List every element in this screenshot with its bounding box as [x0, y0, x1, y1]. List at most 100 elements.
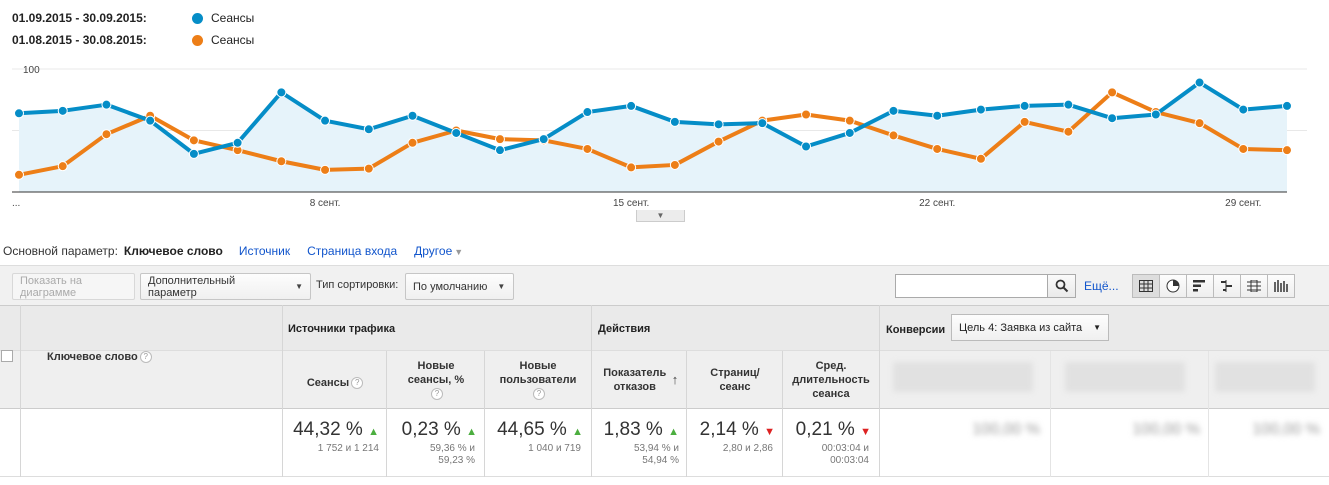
value-text: 44,32 %: [293, 419, 363, 440]
data-point: [888, 130, 899, 141]
x-tick-label: 29 сент.: [1225, 198, 1261, 209]
help-icon[interactable]: ?: [431, 388, 443, 401]
primary-dimension-other-dropdown[interactable]: Другое ▼: [414, 244, 463, 258]
help-icon[interactable]: ?: [139, 351, 152, 364]
search-button[interactable]: [1047, 274, 1076, 298]
legend-series-name[interactable]: Сеансы: [211, 33, 255, 47]
new-users-compare: 1 040 и 719: [528, 443, 581, 454]
select-all-checkbox[interactable]: [1, 350, 13, 362]
column-header-label: Сред. длительность сеанса: [792, 360, 870, 400]
value-text: 2,14 %: [699, 419, 759, 440]
legend-row-previous: 01.08.2015 - 30.08.2015: Сеансы: [12, 32, 254, 48]
sort-type-label: Тип сортировки:: [316, 279, 399, 291]
view-switcher: [1132, 274, 1295, 298]
conversions-group-title: Конверсии: [886, 324, 946, 336]
data-point: [1107, 87, 1118, 98]
legend-series-name[interactable]: Сеансы: [211, 11, 255, 25]
column-header-new-sessions[interactable]: Новые сеансы, %?: [387, 359, 485, 401]
series-area-fill: [19, 82, 1287, 192]
table-search-input[interactable]: [895, 274, 1048, 298]
column-header-bounce-rate[interactable]: Показатель отказов ↑: [593, 366, 687, 394]
primary-dimension-bar: Основной параметр: Ключевое слово Источн…: [3, 244, 463, 258]
blurred-conversion-value: 100,00 %: [1252, 421, 1320, 438]
x-tick-label: 15 сент.: [613, 198, 649, 209]
y-tick-label: 100: [23, 65, 40, 76]
new-sessions-change-value: 0,23 % ▲: [387, 419, 477, 441]
value-text: 0,23 %: [401, 419, 461, 440]
arrow-up-icon: ▲: [572, 426, 583, 438]
sort-arrow-up-icon: ↑: [671, 372, 679, 387]
keyword-header-label: Ключевое слово: [47, 351, 138, 363]
col-divider: [1208, 351, 1209, 477]
bounce-rate-compare-2: 54,94 %: [642, 455, 679, 466]
data-point: [14, 108, 24, 119]
arrow-down-icon: ▼: [860, 426, 871, 438]
actions-group-title: Действия: [598, 323, 651, 335]
primary-dimension-source-link[interactable]: Источник: [238, 244, 291, 258]
chart-collapse-toggle[interactable]: ▼: [636, 210, 685, 222]
legend-row-current: 01.09.2015 - 30.09.2015: Сеансы: [12, 10, 254, 26]
view-term-cloud-button[interactable]: [1267, 274, 1295, 298]
term-cloud-icon: [1274, 280, 1288, 292]
sort-type-dropdown[interactable]: По умолчанию ▼: [405, 273, 514, 300]
help-icon[interactable]: ?: [351, 377, 364, 390]
data-point: [713, 119, 724, 130]
plot-rows-button[interactable]: Показать на диаграмме: [12, 273, 135, 300]
legend-dot: [192, 34, 203, 46]
view-pivot-button[interactable]: [1240, 274, 1268, 298]
data-point: [538, 134, 549, 145]
arrow-up-icon: ▲: [368, 426, 379, 438]
value-text: 1,83 %: [603, 419, 663, 440]
data-point: [1019, 100, 1030, 111]
x-tick-label: 22 сент.: [919, 198, 955, 209]
col-divider: [686, 351, 687, 477]
advanced-filter-link[interactable]: Ещё...: [1084, 279, 1119, 293]
goal-selector-dropdown[interactable]: Цель 4: Заявка из сайта ▼: [951, 314, 1109, 341]
view-pie-button[interactable]: [1159, 274, 1187, 298]
view-table-button[interactable]: [1132, 274, 1160, 298]
column-header-label: Сеансы: [306, 377, 350, 389]
data-point: [101, 99, 112, 110]
column-header-sessions[interactable]: Сеансы?: [283, 376, 387, 390]
avg-duration-compare: 00:03:04 и: [821, 443, 869, 454]
sessions-line-chart[interactable]: 10050...8 сент.15 сент.22 сент.29 сент.: [0, 55, 1329, 210]
view-performance-button[interactable]: [1186, 274, 1214, 298]
column-header-new-users[interactable]: Новые пользователи?: [485, 359, 591, 401]
data-point: [975, 153, 986, 164]
data-point: [1238, 143, 1249, 154]
column-header-label: Показатель отказов: [603, 367, 667, 393]
view-comparison-button[interactable]: [1213, 274, 1241, 298]
bar-chart-icon: [1193, 280, 1205, 292]
data-point: [494, 134, 505, 145]
column-header-pages-per-session[interactable]: Страниц/ сеанс: [687, 366, 783, 394]
keyword-column-header[interactable]: Ключевое слово?: [47, 350, 177, 364]
primary-dimension-landing-page-link[interactable]: Страница входа: [307, 244, 398, 258]
data-point: [1107, 113, 1118, 124]
series-line: [18, 80, 1288, 156]
chevron-down-icon: ▼: [295, 282, 303, 291]
data-point: [1150, 109, 1161, 120]
data-point: [888, 105, 899, 116]
data-point: [451, 127, 462, 138]
data-point: [1063, 99, 1074, 110]
search-icon: [1055, 279, 1068, 293]
secondary-dimension-dropdown[interactable]: Дополнительный параметр ▼: [140, 273, 311, 300]
bounce-rate-change-value: 1,83 % ▲: [593, 419, 679, 441]
pivot-icon: [1247, 280, 1261, 292]
arrow-up-icon: ▲: [668, 426, 679, 438]
data-point: [407, 110, 418, 121]
table-toolbar: Показать на диаграмме Дополнительный пар…: [0, 265, 1329, 305]
data-point: [669, 159, 680, 170]
column-header-wrap: Показатель отказов ↑: [593, 366, 687, 394]
column-header-label: Новые пользователи: [499, 360, 577, 386]
chevron-down-icon: ▼: [1093, 323, 1101, 332]
traffic-sources-group-title: Источники трафика: [288, 323, 396, 335]
data-point: [320, 115, 331, 126]
avg-duration-change-value: 0,21 % ▼: [783, 419, 871, 441]
primary-dimension-current: Ключевое слово: [123, 244, 223, 258]
sessions-compare: 1 752 и 1 214: [317, 443, 379, 454]
data-point: [1194, 118, 1205, 129]
column-header-avg-duration[interactable]: Сред. длительность сеанса: [783, 359, 879, 401]
blurred-goal-header: [893, 362, 1033, 392]
help-icon[interactable]: ?: [533, 388, 545, 401]
